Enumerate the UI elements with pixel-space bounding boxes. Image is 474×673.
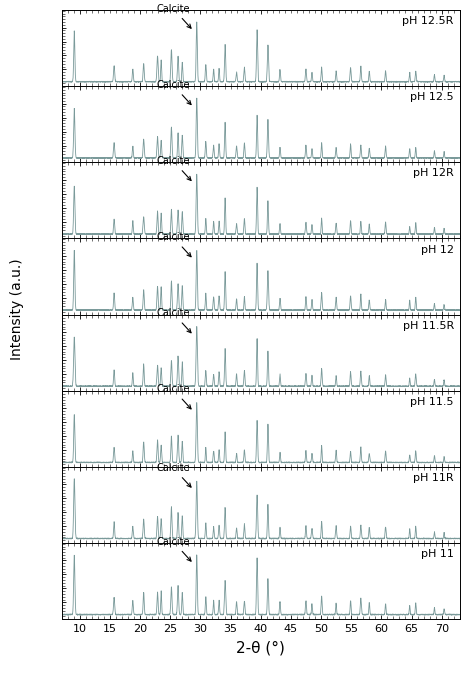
Text: pH 11R: pH 11R: [413, 473, 454, 483]
Text: pH 12.5R: pH 12.5R: [402, 16, 454, 26]
X-axis label: 2-θ (°): 2-θ (°): [236, 641, 285, 656]
Text: Calcite: Calcite: [156, 308, 191, 332]
Text: Intensity (a.u.): Intensity (a.u.): [9, 258, 24, 361]
Text: Calcite: Calcite: [156, 156, 191, 180]
Text: Calcite: Calcite: [156, 232, 191, 256]
Text: Calcite: Calcite: [156, 80, 191, 104]
Text: pH 11.5: pH 11.5: [410, 397, 454, 407]
Text: pH 11.5R: pH 11.5R: [402, 321, 454, 330]
Text: Calcite: Calcite: [156, 3, 191, 28]
Text: Calcite: Calcite: [156, 536, 191, 561]
Text: pH 11: pH 11: [421, 549, 454, 559]
Text: Calcite: Calcite: [156, 384, 191, 409]
Text: pH 12.5: pH 12.5: [410, 92, 454, 102]
Text: Calcite: Calcite: [156, 463, 191, 487]
Text: pH 12: pH 12: [421, 244, 454, 254]
Text: pH 12R: pH 12R: [413, 168, 454, 178]
